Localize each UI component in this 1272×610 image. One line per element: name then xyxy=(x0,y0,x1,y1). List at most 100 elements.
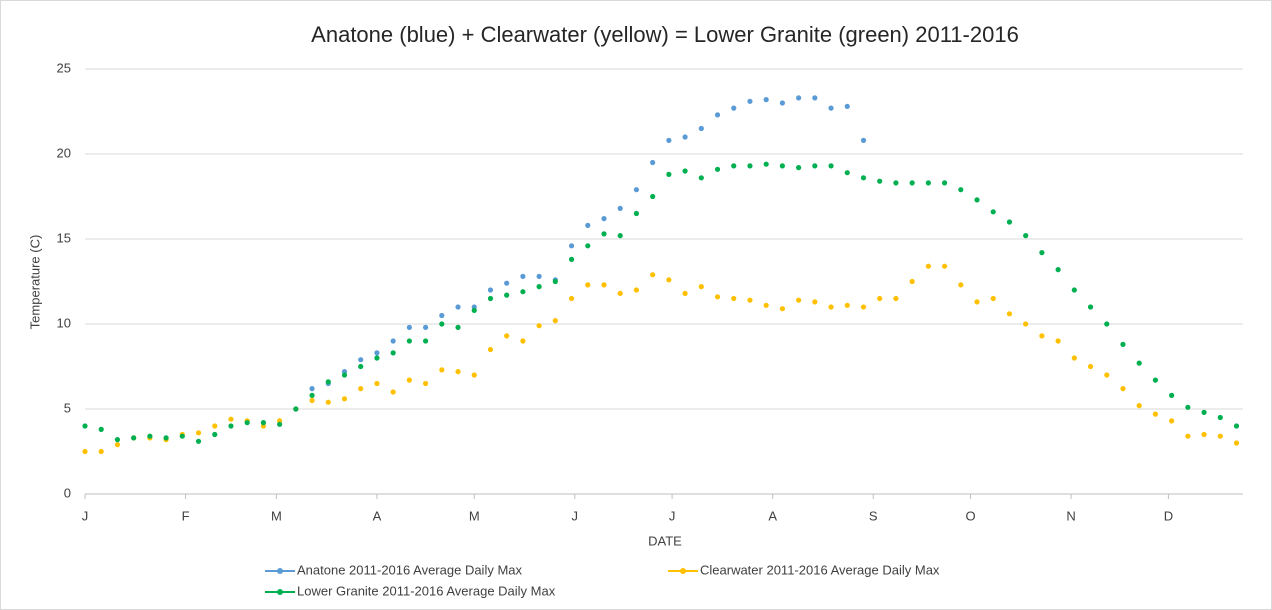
data-point xyxy=(552,318,558,324)
data-point xyxy=(504,292,510,298)
y-tick-label: 5 xyxy=(64,400,71,415)
x-tick-label: J xyxy=(82,508,89,523)
data-point xyxy=(455,324,461,330)
data-point xyxy=(195,438,202,444)
data-point xyxy=(131,435,137,441)
data-point xyxy=(536,273,542,279)
data-point xyxy=(568,256,575,262)
data-point xyxy=(1152,411,1159,417)
data-point xyxy=(1217,414,1223,421)
data-point xyxy=(763,302,769,308)
data-point xyxy=(98,426,104,432)
data-point xyxy=(747,297,753,303)
data-point xyxy=(422,380,429,387)
data-point xyxy=(682,290,688,296)
data-point xyxy=(552,278,558,285)
data-point xyxy=(698,284,704,290)
data-point xyxy=(374,350,380,356)
data-point xyxy=(796,297,802,303)
data-point xyxy=(536,323,542,329)
data-point xyxy=(98,448,104,455)
data-point xyxy=(860,175,867,181)
y-axis-label: Temperature (C) xyxy=(27,235,42,330)
data-point xyxy=(585,282,591,288)
x-tick-label: N xyxy=(1066,508,1075,523)
x-axis-label: DATE xyxy=(648,533,682,548)
x-tick-label: A xyxy=(373,508,382,523)
data-point xyxy=(633,187,640,193)
data-point xyxy=(1233,440,1240,446)
data-point xyxy=(714,294,721,300)
data-point xyxy=(666,137,672,143)
data-point xyxy=(82,423,88,429)
data-point xyxy=(601,282,607,288)
x-tick-label: M xyxy=(469,508,480,523)
data-point xyxy=(341,372,348,378)
data-point xyxy=(1039,333,1045,339)
data-point xyxy=(455,369,461,375)
data-point xyxy=(1217,433,1223,439)
data-point xyxy=(406,324,412,330)
data-point xyxy=(1136,403,1142,409)
data-point xyxy=(1169,392,1175,398)
data-point xyxy=(1104,321,1110,327)
data-point xyxy=(1055,267,1061,273)
data-point xyxy=(179,433,185,439)
legend-label: Lower Granite 2011-2016 Average Daily Ma… xyxy=(297,583,556,598)
data-point xyxy=(1233,423,1240,429)
data-point xyxy=(487,295,494,302)
x-tick-label: M xyxy=(271,508,282,523)
data-point xyxy=(439,321,445,327)
data-point xyxy=(406,377,412,383)
x-tick-label: D xyxy=(1164,508,1173,523)
data-point xyxy=(325,399,331,405)
data-point xyxy=(1071,287,1077,293)
data-point xyxy=(828,105,834,111)
data-point xyxy=(244,420,250,426)
data-point xyxy=(925,180,931,186)
data-point xyxy=(1104,372,1110,378)
y-tick-label: 25 xyxy=(57,60,71,75)
data-point xyxy=(406,338,412,344)
data-point xyxy=(941,263,948,269)
data-point xyxy=(260,420,267,426)
data-point xyxy=(601,216,607,222)
data-point xyxy=(1006,311,1013,317)
data-point xyxy=(277,421,283,427)
data-point xyxy=(796,95,802,101)
data-point xyxy=(309,397,315,404)
data-point xyxy=(682,134,688,140)
data-point xyxy=(731,295,737,302)
data-point xyxy=(341,396,348,402)
data-point xyxy=(958,187,964,193)
data-point xyxy=(114,442,121,448)
data-point xyxy=(195,430,202,436)
data-point xyxy=(147,433,153,439)
data-point xyxy=(82,448,88,455)
data-point xyxy=(325,379,331,385)
data-point xyxy=(714,112,721,118)
data-point xyxy=(860,137,867,143)
data-point xyxy=(585,222,591,228)
data-point xyxy=(650,272,656,278)
legend-label: Clearwater 2011-2016 Average Daily Max xyxy=(700,562,940,577)
data-point xyxy=(1087,304,1094,310)
data-point xyxy=(439,312,445,319)
data-point xyxy=(114,437,121,443)
data-point xyxy=(666,277,672,283)
data-point xyxy=(358,363,364,370)
data-point xyxy=(358,357,364,363)
data-point xyxy=(617,290,623,296)
data-point xyxy=(941,180,948,186)
data-point xyxy=(714,166,721,172)
data-point xyxy=(212,423,218,429)
data-point xyxy=(390,350,396,356)
data-point xyxy=(455,304,461,310)
data-point xyxy=(828,304,834,310)
data-point xyxy=(812,95,818,101)
data-point xyxy=(844,302,850,308)
data-point xyxy=(877,178,883,184)
data-point xyxy=(1201,431,1207,438)
